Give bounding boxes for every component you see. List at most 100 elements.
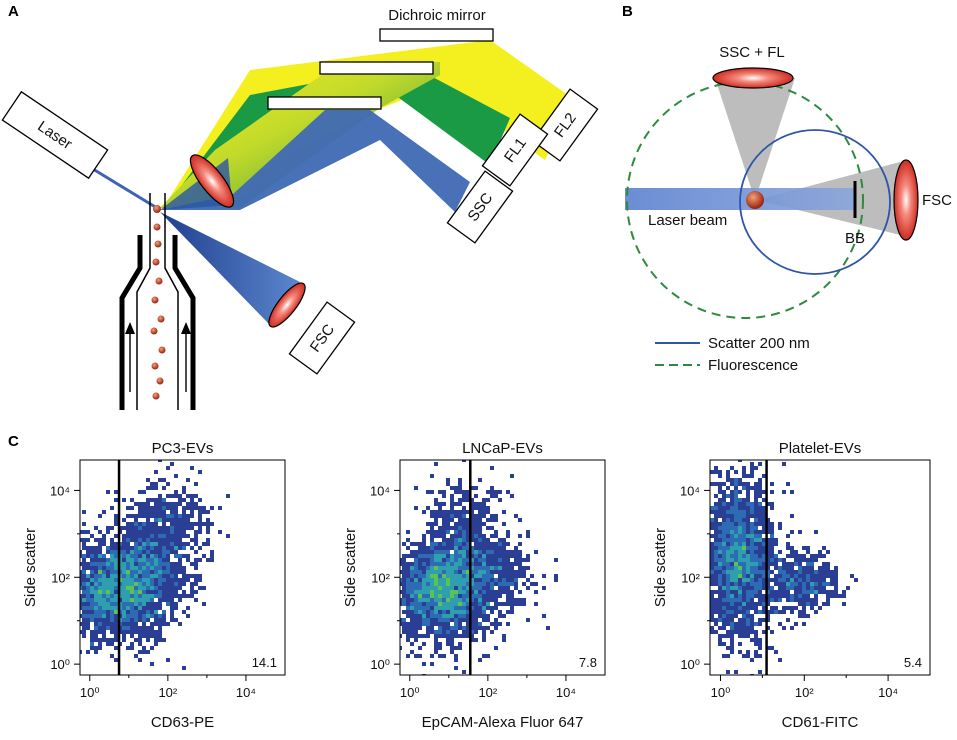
- event-point: [778, 566, 782, 570]
- event-point: [490, 594, 494, 598]
- event-point: [498, 582, 502, 586]
- event-point: [794, 574, 798, 578]
- event-point: [510, 610, 514, 614]
- event-point: [114, 614, 118, 618]
- ssc-fl-label: SSC + FL: [719, 44, 784, 61]
- event-point: [814, 574, 818, 578]
- event-point: [146, 558, 150, 562]
- event-point: [470, 546, 474, 550]
- event-point: [714, 542, 718, 546]
- event-point: [82, 586, 86, 590]
- event-point: [826, 566, 830, 570]
- event-point: [754, 558, 758, 562]
- event-point: [430, 538, 434, 542]
- event-point: [410, 582, 414, 586]
- event-point: [198, 546, 202, 550]
- event-point: [80, 606, 82, 610]
- event-point: [174, 522, 178, 526]
- event-point: [762, 578, 766, 582]
- event-point: [178, 514, 182, 518]
- event-point: [534, 590, 538, 594]
- event-point: [142, 530, 146, 534]
- event-point: [94, 526, 98, 530]
- event-point: [86, 538, 90, 542]
- event-point: [190, 586, 194, 590]
- event-point: [454, 574, 458, 578]
- event-point: [742, 554, 746, 558]
- event-point: [434, 574, 438, 578]
- event-point: [502, 574, 506, 578]
- event-point: [726, 610, 730, 614]
- event-point: [802, 586, 806, 590]
- event-point: [802, 606, 806, 610]
- event-point: [714, 598, 718, 602]
- event-point: [106, 578, 110, 582]
- event-point: [422, 574, 426, 578]
- event-point: [202, 586, 206, 590]
- event-point: [114, 534, 118, 538]
- event-point: [150, 622, 154, 626]
- event-point: [442, 554, 446, 558]
- event-point: [98, 514, 102, 518]
- event-point: [162, 518, 166, 522]
- event-point: [462, 630, 466, 634]
- event-point: [806, 578, 810, 582]
- event-point: [718, 574, 722, 578]
- event-point: [726, 514, 730, 518]
- event-point: [178, 586, 182, 590]
- event-point: [722, 622, 726, 626]
- event-point: [138, 650, 142, 654]
- event-point: [770, 610, 774, 614]
- event-point: [154, 518, 158, 522]
- event-point: [80, 562, 82, 566]
- event-point: [446, 554, 450, 558]
- event-point: [754, 530, 758, 534]
- event-point: [138, 554, 142, 558]
- event-point: [154, 638, 158, 642]
- event-point: [474, 630, 478, 634]
- event-point: [94, 598, 98, 602]
- event-point: [138, 534, 142, 538]
- event-point: [510, 566, 514, 570]
- event-point: [474, 590, 478, 594]
- event-point: [718, 530, 722, 534]
- event-point: [130, 634, 134, 638]
- event-point: [106, 546, 110, 550]
- event-point: [454, 502, 458, 506]
- event-point: [474, 550, 478, 554]
- event-point: [94, 566, 98, 570]
- event-point: [758, 550, 762, 554]
- event-point: [494, 582, 498, 586]
- event-point: [126, 610, 130, 614]
- event-point: [418, 598, 422, 602]
- event-point: [154, 470, 158, 474]
- event-point: [486, 626, 490, 630]
- event-point: [130, 506, 134, 510]
- event-point: [770, 630, 774, 634]
- event-point: [146, 550, 150, 554]
- event-point: [86, 602, 90, 606]
- event-point: [146, 534, 150, 538]
- event-point: [790, 514, 794, 518]
- event-point: [400, 590, 402, 594]
- event-point: [486, 562, 490, 566]
- event-point: [750, 522, 754, 526]
- event-point: [438, 606, 442, 610]
- event-point: [774, 562, 778, 566]
- event-point: [414, 590, 418, 594]
- event-point: [490, 622, 494, 626]
- event-point: [442, 622, 446, 626]
- event-point: [518, 590, 522, 594]
- event-point: [718, 538, 722, 542]
- event-point: [750, 594, 754, 598]
- event-point: [482, 630, 486, 634]
- event-point: [726, 534, 730, 538]
- event-point: [166, 542, 170, 546]
- fsc-b-label: FSC: [922, 192, 952, 209]
- event-point: [162, 550, 166, 554]
- legend-fluorescence: Fluorescence: [708, 357, 798, 374]
- event-point: [474, 618, 478, 622]
- event-point: [94, 630, 98, 634]
- event-point: [402, 594, 406, 598]
- event-point: [722, 610, 726, 614]
